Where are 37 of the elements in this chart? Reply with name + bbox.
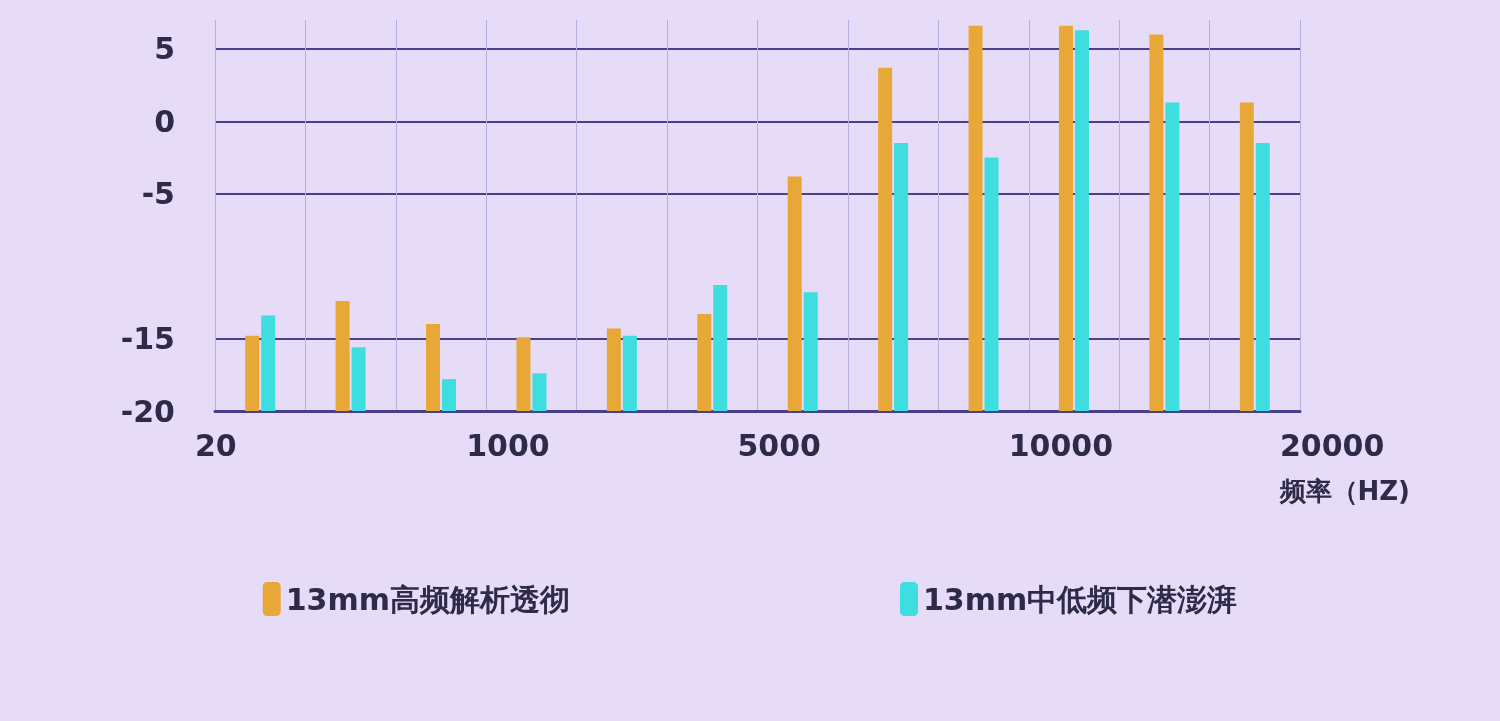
y-tick-label: -5 xyxy=(141,176,175,212)
bar xyxy=(1058,25,1073,411)
bar xyxy=(984,157,999,411)
legend-label: 13mm高频解析透彻 xyxy=(285,581,571,617)
y-tick-label: -20 xyxy=(120,393,175,429)
bar xyxy=(1239,102,1254,411)
y-tick-label: 0 xyxy=(154,103,175,139)
bar xyxy=(516,337,531,411)
text: 20 xyxy=(195,427,237,463)
bar xyxy=(606,328,621,411)
bar xyxy=(532,373,547,411)
bar xyxy=(335,300,350,411)
bar xyxy=(351,347,366,411)
bar xyxy=(426,324,441,411)
text: 1000 xyxy=(466,427,550,463)
bar xyxy=(245,335,260,411)
bar xyxy=(1074,30,1089,411)
text: 5000 xyxy=(737,427,821,463)
bar xyxy=(878,67,893,411)
bar xyxy=(1255,143,1270,411)
text: 20000 xyxy=(1280,427,1385,463)
bar xyxy=(787,176,802,411)
legend-label: 13mm中低频下潜澎湃 xyxy=(923,581,1238,617)
bar xyxy=(697,313,712,411)
bar xyxy=(713,285,728,411)
y-tick-label: 5 xyxy=(154,31,175,67)
bar xyxy=(894,143,909,411)
x-axis-title: 频率（HZ) xyxy=(1278,476,1410,506)
bar xyxy=(1149,34,1164,411)
bar xyxy=(803,292,818,411)
y-tick-label: -15 xyxy=(120,321,175,357)
bar xyxy=(622,335,637,411)
bar xyxy=(1165,102,1180,411)
text: 10000 xyxy=(1008,427,1114,463)
bar xyxy=(442,379,457,411)
bar xyxy=(968,25,983,411)
bar xyxy=(261,315,276,411)
